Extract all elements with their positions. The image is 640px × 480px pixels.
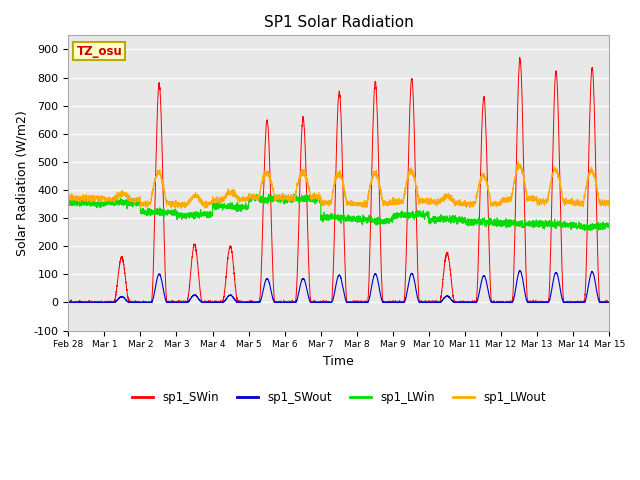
Line: sp1_SWin: sp1_SWin <box>68 58 609 302</box>
sp1_SWin <box>491 300 499 305</box>
sp1_LWin <box>290 191 298 197</box>
sp1_LWout <box>460 200 468 205</box>
Y-axis label: Solar Radiation (W/m2): Solar Radiation (W/m2) <box>15 110 28 256</box>
sp1_LWout <box>162 195 170 201</box>
sp1_SWin <box>460 300 468 305</box>
sp1_SWin <box>430 300 438 305</box>
sp1_LWin <box>605 224 612 229</box>
sp1_SWout <box>516 268 524 274</box>
sp1_SWout <box>319 300 326 305</box>
sp1_SWin <box>319 300 326 305</box>
sp1_SWout <box>162 297 170 302</box>
X-axis label: Time: Time <box>323 355 354 368</box>
sp1_SWout <box>460 300 468 305</box>
sp1_SWout <box>605 300 613 305</box>
sp1_LWin <box>319 214 326 219</box>
sp1_LWin <box>162 210 170 216</box>
sp1_LWout <box>65 194 72 200</box>
sp1_LWout <box>515 159 522 165</box>
sp1_LWout <box>430 199 438 205</box>
sp1_LWout <box>605 202 612 208</box>
sp1_SWout <box>491 300 499 305</box>
sp1_SWin <box>162 278 170 284</box>
sp1_LWout <box>605 199 613 204</box>
sp1_SWin <box>605 300 613 305</box>
sp1_LWin <box>430 215 438 220</box>
Legend: sp1_SWin, sp1_SWout, sp1_LWin, sp1_LWout: sp1_SWin, sp1_SWout, sp1_LWin, sp1_LWout <box>127 387 550 409</box>
sp1_SWout <box>65 300 72 305</box>
Title: SP1 Solar Radiation: SP1 Solar Radiation <box>264 15 413 30</box>
sp1_SWin <box>605 300 612 305</box>
sp1_LWin <box>460 218 468 224</box>
Line: sp1_LWout: sp1_LWout <box>68 162 609 208</box>
sp1_SWout <box>605 300 612 305</box>
sp1_LWin <box>580 228 588 234</box>
sp1_SWin <box>65 300 72 305</box>
sp1_SWout <box>430 300 438 305</box>
Text: TZ_osu: TZ_osu <box>76 45 122 58</box>
Line: sp1_SWout: sp1_SWout <box>68 271 609 302</box>
sp1_LWin <box>491 223 499 229</box>
sp1_LWin <box>605 224 613 229</box>
sp1_LWout <box>491 200 499 206</box>
Line: sp1_LWin: sp1_LWin <box>68 194 609 231</box>
sp1_LWout <box>319 203 326 209</box>
sp1_LWout <box>177 205 185 211</box>
sp1_SWin <box>516 55 524 60</box>
sp1_LWin <box>65 195 72 201</box>
